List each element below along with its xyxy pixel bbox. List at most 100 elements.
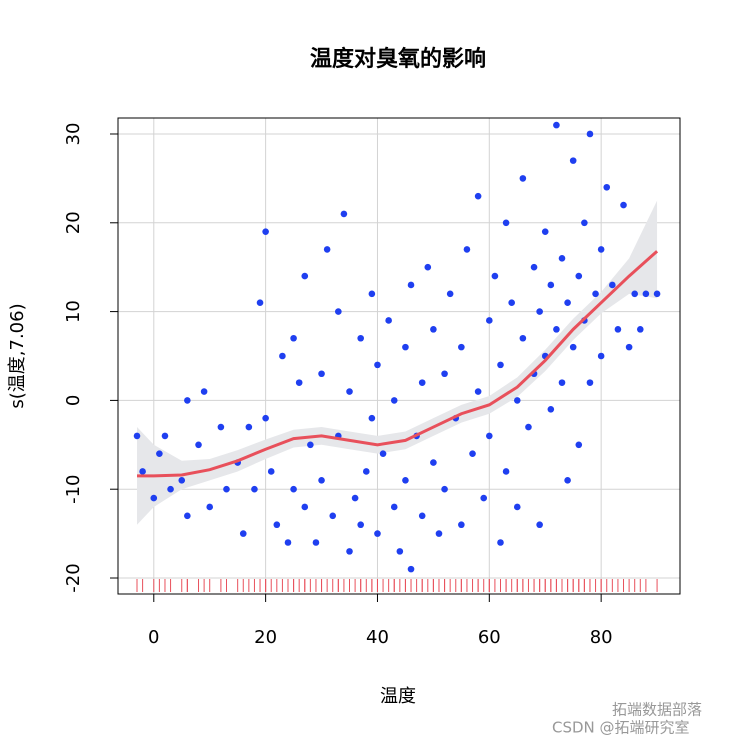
smooth-line [137,250,659,478]
point [480,494,488,502]
watermark: 拓端数据部落 [612,701,702,719]
point [586,130,594,138]
x-tick-label: 0 [148,627,159,648]
point [307,441,314,449]
point [167,485,174,493]
point [620,201,627,209]
point [223,485,230,493]
y-tick-label: 0 [63,395,84,406]
point [513,397,521,404]
point [486,432,493,440]
point [318,370,325,378]
point [458,343,465,351]
x-tick-label: 80 [590,627,613,648]
point [133,432,141,440]
point [430,459,437,466]
point [530,263,538,271]
point [290,485,297,493]
point [636,326,644,333]
point [396,548,404,555]
x-tick-label: 60 [478,627,501,648]
point [497,361,504,369]
point [441,370,448,378]
point [156,450,163,457]
point [575,272,583,280]
point [195,441,202,449]
point [491,272,499,280]
point [178,477,186,484]
chart-title: 温度对臭氧的影响 [310,46,486,72]
point [346,548,353,555]
point [262,414,269,422]
point [603,183,611,191]
point [206,503,214,511]
point [519,334,527,342]
point [279,352,286,360]
point [150,494,158,502]
point [161,432,169,440]
point [430,326,437,333]
point [581,219,588,227]
point [351,494,359,502]
point [553,121,560,129]
point [614,326,622,333]
point [558,379,566,386]
point [513,503,521,511]
point [390,397,398,404]
x-tick-label: 20 [254,627,277,648]
point [441,485,448,493]
point [474,192,482,200]
point [139,468,146,475]
point [502,219,510,227]
point [335,308,342,315]
point [625,343,633,351]
point [374,361,381,369]
point [418,512,426,520]
y-tick-label: -10 [63,475,84,504]
point [340,210,348,218]
point [346,388,353,395]
point [362,468,370,475]
point [435,530,443,537]
point [474,388,482,395]
point [368,414,376,422]
point [463,246,471,253]
point [318,477,325,484]
point [541,228,549,235]
point [564,477,571,484]
point [329,512,337,520]
point [553,326,560,333]
point [525,423,532,431]
point [418,379,426,386]
point [569,343,577,351]
point [402,477,409,484]
point [357,334,364,342]
point [251,485,258,493]
point [569,157,577,164]
x-tick-label: 40 [366,627,389,648]
y-tick-label: -20 [63,563,84,592]
y-tick-label: 20 [63,211,84,234]
point [597,352,605,360]
point [508,299,515,307]
point [301,272,309,280]
point [458,521,465,529]
point [273,521,281,529]
point [536,521,543,529]
point [295,379,303,386]
point [407,565,415,573]
point [200,388,208,395]
point [469,450,476,457]
point [402,343,409,351]
y-axis-label: s(温度,7.06) [7,303,28,408]
point [564,299,571,307]
point [558,255,566,262]
point [368,290,376,298]
point [357,521,364,529]
point [631,290,639,298]
point [290,334,297,342]
point [262,228,269,235]
point [217,423,225,431]
point [497,539,504,546]
